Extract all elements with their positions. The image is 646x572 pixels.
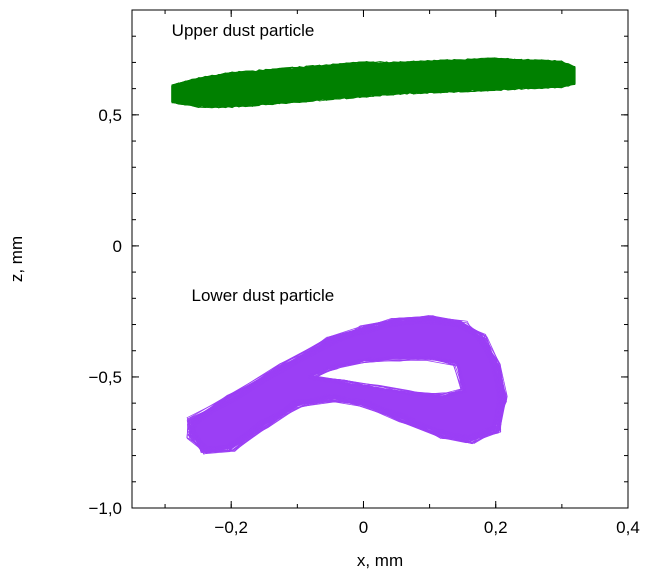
series-0-fill: [171, 59, 576, 107]
x-tick-label: 0: [359, 518, 368, 537]
y-tick-label: −1,0: [88, 499, 122, 518]
x-tick-label: 0,4: [616, 518, 640, 537]
y-axis-label: z, mm: [7, 236, 26, 282]
series-1-orbit: [186, 316, 507, 451]
series-1: [186, 315, 508, 455]
x-axis-label: x, mm: [357, 551, 403, 570]
annotation-upper: Upper dust particle: [172, 21, 315, 40]
series-1-inner-orbit: [308, 356, 463, 396]
annotation-lower: Lower dust particle: [192, 286, 335, 305]
tick-layer: −0,2 0 0,2 0,4 −1,0 −0,5 0 0,5: [88, 10, 640, 537]
x-tick-label: −0,2: [214, 518, 248, 537]
series-0-orbit: [171, 57, 576, 86]
y-tick-label: 0: [113, 237, 122, 256]
series-0-orbit: [171, 57, 576, 87]
series-1-orbit: [191, 320, 504, 448]
series-0-orbit: [171, 83, 576, 109]
plot-border: [131, 9, 629, 509]
y-tick-label: −0,5: [88, 368, 122, 387]
series-0-orbit: [171, 83, 576, 108]
series-0: [171, 57, 576, 109]
plot-frame: [131, 9, 629, 509]
series-1-inner-orbit: [310, 356, 466, 397]
series-1-orbit: [186, 321, 506, 452]
y-tick-label: 0,5: [98, 106, 122, 125]
series-layer: [171, 57, 576, 455]
series-1-inner-orbit: [309, 358, 465, 395]
series-1-orbit: [192, 315, 508, 453]
x-tick-label: 0,2: [484, 518, 508, 537]
